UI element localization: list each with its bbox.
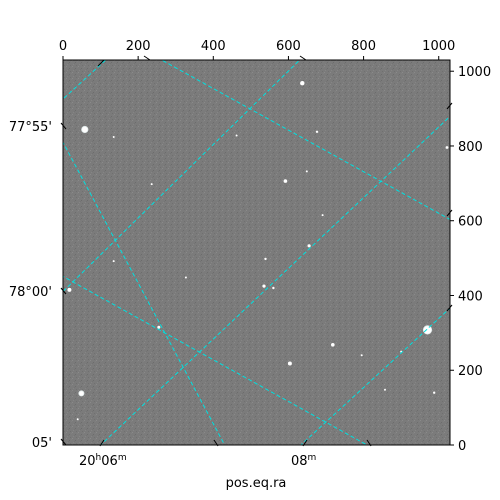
right-pixel-axis: 0 200 400 600 800 1000 — [450, 65, 491, 454]
star — [150, 183, 153, 186]
grid-line — [300, 307, 450, 445]
dec-axis: 77°55' 78°00' 05' — [9, 102, 453, 451]
star — [315, 130, 319, 133]
star — [264, 257, 267, 261]
plot-area — [62, 59, 451, 446]
grid-line — [160, 60, 450, 221]
star — [184, 276, 187, 279]
right-tick-label: 1000 — [458, 65, 491, 80]
star — [384, 388, 386, 391]
star — [67, 287, 72, 292]
grid-line — [63, 275, 368, 445]
top-tick-label: 200 — [126, 39, 151, 54]
right-tick-label: 400 — [458, 289, 483, 304]
right-tick-label: 200 — [458, 364, 483, 379]
top-tick-label: 400 — [201, 39, 226, 54]
grid-line — [63, 60, 107, 100]
star — [433, 391, 436, 394]
star — [307, 244, 311, 248]
star — [157, 325, 161, 329]
top-tick-label: 800 — [351, 39, 376, 54]
star — [283, 179, 288, 183]
ra-axis: 20h06m 08m — [79, 55, 372, 469]
grid-line — [63, 60, 301, 293]
ra-tick-label: 08m — [291, 453, 316, 469]
right-tick-label: 0 — [458, 439, 466, 454]
ra-tick-label: 20h06m — [79, 453, 127, 469]
star — [300, 81, 305, 86]
star — [76, 418, 79, 421]
top-pixel-axis: 0 200 400 600 800 1000 — [59, 39, 455, 60]
star — [305, 170, 308, 173]
star — [422, 325, 433, 335]
x-axis-label: pos.eq.ra — [226, 476, 287, 491]
dec-tick-label: 78°00' — [9, 285, 52, 300]
star — [112, 136, 115, 138]
top-tick-label: 0 — [59, 39, 67, 54]
star — [287, 361, 292, 366]
star — [235, 134, 238, 137]
star — [272, 286, 275, 290]
star — [81, 125, 89, 134]
grid-line — [99, 115, 450, 445]
star — [445, 146, 449, 149]
coordinate-grid — [63, 60, 450, 445]
stars-layer — [67, 81, 449, 421]
grid-line — [63, 141, 226, 445]
star — [331, 343, 335, 347]
star — [360, 354, 363, 357]
top-tick-label: 600 — [276, 39, 301, 54]
right-tick-label: 600 — [458, 215, 483, 230]
dec-tick-label: 77°55' — [9, 120, 52, 135]
right-tick-label: 800 — [458, 140, 483, 155]
star — [78, 390, 85, 397]
top-tick-label: 1000 — [422, 39, 455, 54]
dec-tick-label: 05' — [32, 436, 52, 451]
star — [262, 284, 266, 288]
image-background — [63, 60, 450, 445]
plot-frame — [62, 59, 451, 446]
star — [321, 214, 324, 217]
star — [112, 260, 115, 263]
